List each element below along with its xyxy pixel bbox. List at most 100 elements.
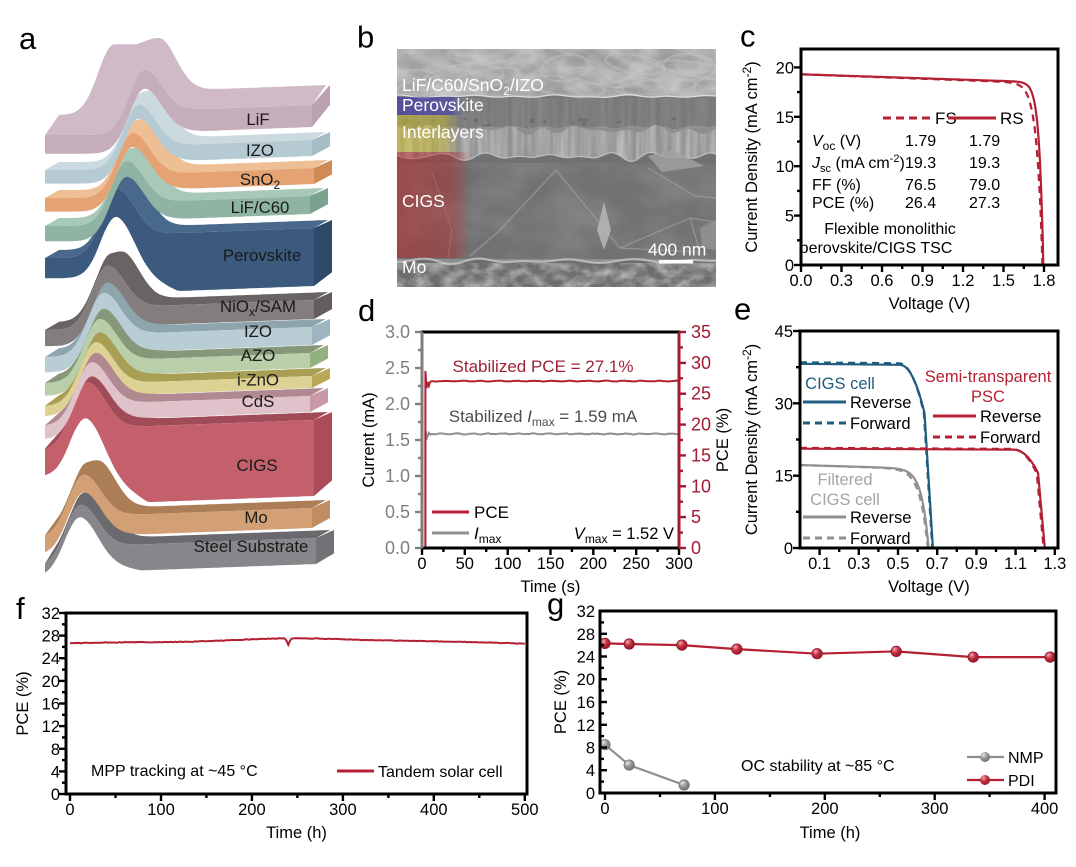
svg-text:Time (h): Time (h) xyxy=(266,824,327,842)
svg-text:Forward: Forward xyxy=(850,415,911,433)
svg-text:45: 45 xyxy=(775,323,793,341)
svg-text:Current Density (mA cm-2): Current Density (mA cm-2) xyxy=(740,344,761,535)
svg-text:Jsc (mA cm-2): Jsc (mA cm-2) xyxy=(811,153,905,175)
svg-text:0.9: 0.9 xyxy=(965,555,988,573)
svg-text:CIGS cell: CIGS cell xyxy=(805,375,875,393)
svg-text:16: 16 xyxy=(577,694,595,712)
svg-text:e: e xyxy=(734,292,751,327)
svg-text:Stabilized PCE = 27.1%: Stabilized PCE = 27.1% xyxy=(453,357,634,376)
svg-text:100: 100 xyxy=(494,555,522,573)
svg-text:Interlayers: Interlayers xyxy=(402,122,484,142)
svg-text:5: 5 xyxy=(785,208,794,226)
svg-text:8: 8 xyxy=(51,741,60,759)
svg-text:Reverse: Reverse xyxy=(980,408,1041,426)
svg-text:26.4: 26.4 xyxy=(905,195,936,212)
svg-text:27.3: 27.3 xyxy=(969,195,1000,212)
svg-text:CdS: CdS xyxy=(242,392,275,411)
svg-text:PDI: PDI xyxy=(1008,773,1035,790)
svg-text:2.0: 2.0 xyxy=(385,394,410,414)
svg-text:1.79: 1.79 xyxy=(905,133,936,150)
svg-text:1.1: 1.1 xyxy=(1004,555,1027,573)
svg-text:Stabilized Imax = 1.59 mA: Stabilized Imax = 1.59 mA xyxy=(449,407,638,429)
svg-text:CIGS: CIGS xyxy=(402,191,445,211)
svg-text:0.3: 0.3 xyxy=(830,272,853,290)
svg-text:f: f xyxy=(16,591,25,626)
svg-text:PCE (%): PCE (%) xyxy=(552,670,570,734)
svg-text:0.6: 0.6 xyxy=(871,272,894,290)
svg-text:1.5: 1.5 xyxy=(992,272,1015,290)
svg-text:300: 300 xyxy=(921,800,949,818)
svg-text:0: 0 xyxy=(417,555,426,573)
svg-text:200: 200 xyxy=(811,800,839,818)
svg-text:0.9: 0.9 xyxy=(911,272,934,290)
svg-text:1.8: 1.8 xyxy=(1033,272,1056,290)
svg-text:1.79: 1.79 xyxy=(969,133,1000,150)
svg-text:12: 12 xyxy=(577,717,595,735)
svg-text:0: 0 xyxy=(600,800,609,818)
svg-text:30: 30 xyxy=(691,353,711,373)
svg-text:0.0: 0.0 xyxy=(385,538,410,558)
svg-text:10: 10 xyxy=(691,476,711,496)
svg-text:0: 0 xyxy=(65,801,74,819)
svg-text:Perovskite: Perovskite xyxy=(223,246,301,265)
svg-text:1.5: 1.5 xyxy=(385,430,410,450)
svg-text:400: 400 xyxy=(1031,800,1059,818)
svg-text:NMP: NMP xyxy=(1008,750,1044,767)
svg-text:perovskite/CIGS TSC: perovskite/CIGS TSC xyxy=(800,240,953,257)
svg-text:RS: RS xyxy=(1000,109,1024,128)
svg-text:1.3: 1.3 xyxy=(1043,555,1066,573)
svg-text:4: 4 xyxy=(586,762,595,780)
svg-text:5: 5 xyxy=(691,507,701,527)
svg-text:Semi-transparent: Semi-transparent xyxy=(925,368,1052,386)
svg-text:0.3: 0.3 xyxy=(847,555,870,573)
svg-text:250: 250 xyxy=(622,555,650,573)
svg-text:50: 50 xyxy=(456,555,474,573)
svg-text:16: 16 xyxy=(42,696,60,714)
svg-text:Filtered: Filtered xyxy=(817,471,872,489)
svg-text:32: 32 xyxy=(577,603,595,621)
svg-text:20: 20 xyxy=(691,415,711,435)
svg-text:20: 20 xyxy=(42,673,60,691)
svg-text:19.3: 19.3 xyxy=(969,155,1000,172)
svg-text:d: d xyxy=(358,293,375,328)
svg-text:15: 15 xyxy=(775,468,793,486)
svg-text:c: c xyxy=(740,19,756,54)
svg-text:0.0: 0.0 xyxy=(790,272,813,290)
svg-text:4: 4 xyxy=(51,763,60,781)
svg-text:30: 30 xyxy=(775,395,793,413)
svg-text:19.3: 19.3 xyxy=(905,155,936,172)
svg-text:25: 25 xyxy=(691,384,711,404)
svg-text:1.2: 1.2 xyxy=(952,272,975,290)
svg-text:15: 15 xyxy=(776,109,794,127)
svg-text:79.0: 79.0 xyxy=(969,177,1000,194)
svg-text:Voc (V): Voc (V) xyxy=(812,133,861,153)
svg-text:1.0: 1.0 xyxy=(385,466,410,486)
svg-text:NiOx/SAM: NiOx/SAM xyxy=(220,297,296,319)
svg-text:0.1: 0.1 xyxy=(808,555,831,573)
svg-text:0: 0 xyxy=(586,785,595,803)
svg-text:LiF: LiF xyxy=(246,110,269,129)
svg-text:15: 15 xyxy=(691,445,711,465)
svg-text:i-ZnO: i-ZnO xyxy=(237,371,279,390)
svg-text:150: 150 xyxy=(537,555,565,573)
svg-text:0: 0 xyxy=(784,540,793,558)
svg-text:MPP tracking at ~45 °C: MPP tracking at ~45 °C xyxy=(91,763,258,780)
svg-text:0.5: 0.5 xyxy=(887,555,910,573)
svg-text:Time (s): Time (s) xyxy=(521,578,581,596)
svg-text:0: 0 xyxy=(785,257,794,275)
svg-text:PCE (%): PCE (%) xyxy=(812,195,874,212)
svg-text:0.7: 0.7 xyxy=(926,555,949,573)
svg-text:IZO: IZO xyxy=(244,322,272,341)
svg-text:Voltage (V): Voltage (V) xyxy=(888,578,970,596)
svg-text:Current Density (mA cm-2): Current Density (mA cm-2) xyxy=(740,61,761,252)
svg-text:76.5: 76.5 xyxy=(905,177,936,194)
svg-text:Reverse: Reverse xyxy=(850,509,911,527)
svg-text:400 nm: 400 nm xyxy=(648,240,706,260)
svg-text:100: 100 xyxy=(147,801,175,819)
svg-text:Perovskite: Perovskite xyxy=(402,95,484,115)
svg-text:10: 10 xyxy=(776,158,794,176)
svg-text:Mo: Mo xyxy=(402,257,426,277)
svg-text:AZO: AZO xyxy=(241,346,276,365)
svg-text:35: 35 xyxy=(691,322,711,342)
svg-text:FS: FS xyxy=(935,109,957,128)
